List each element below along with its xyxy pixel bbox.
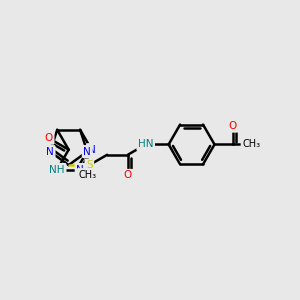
Text: N: N xyxy=(83,147,91,157)
Text: O: O xyxy=(45,133,53,143)
Text: CH₃: CH₃ xyxy=(78,169,96,179)
Text: N: N xyxy=(88,145,95,155)
Text: NH: NH xyxy=(50,164,65,175)
Text: CH₃: CH₃ xyxy=(242,140,260,149)
Text: N: N xyxy=(76,164,84,175)
Text: O: O xyxy=(124,170,132,180)
Text: S: S xyxy=(86,160,93,170)
Text: HN: HN xyxy=(138,140,153,149)
Text: O: O xyxy=(229,121,237,131)
Text: N: N xyxy=(46,147,54,157)
